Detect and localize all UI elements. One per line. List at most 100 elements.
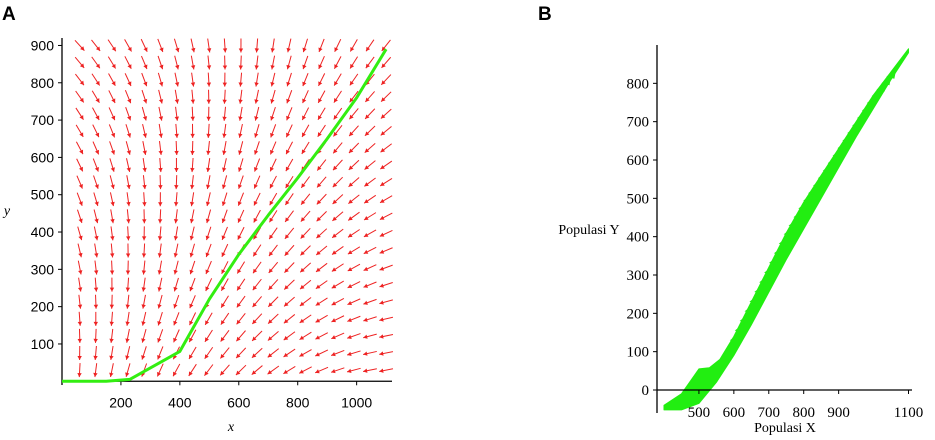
arrow-head	[142, 116, 148, 121]
field-arrow	[315, 297, 328, 306]
field-arrow	[284, 193, 294, 206]
field-arrow	[188, 363, 197, 377]
arrow-head	[302, 64, 307, 70]
arrow-head	[126, 133, 132, 138]
field-arrow	[299, 297, 312, 307]
field-arrow	[109, 346, 114, 360]
field-arrow	[299, 366, 312, 374]
field-arrow	[284, 210, 294, 223]
arrow-head	[125, 321, 130, 326]
field-arrow	[302, 55, 309, 70]
trajectory-tooth	[729, 332, 740, 343]
field-arrow	[269, 210, 278, 223]
arrow-head	[141, 321, 146, 326]
arrow-head	[142, 167, 147, 172]
field-arrow	[204, 329, 213, 343]
panel-b-label: B	[538, 4, 552, 25]
arrow-head	[315, 301, 321, 306]
arrow-head	[380, 148, 386, 153]
field-arrow	[92, 158, 99, 172]
arrow-head	[206, 65, 212, 70]
chart-panel-a: 200 400 600 800 1000 100 200 300 400 500 600 700 800…	[2, 37, 394, 435]
field-arrow	[125, 107, 132, 121]
field-arrow	[380, 143, 392, 153]
trajectory-tooth	[812, 177, 823, 188]
arrow-head	[77, 338, 82, 343]
field-arrow	[254, 89, 259, 104]
arrow-head	[204, 354, 209, 359]
y-tick-label: 900	[31, 37, 55, 53]
arrow-head	[285, 217, 290, 222]
arrow-head	[190, 184, 195, 190]
field-arrow	[238, 72, 243, 87]
field-arrow	[206, 123, 211, 138]
arrow-head	[205, 269, 210, 275]
field-arrow	[173, 312, 180, 326]
field-arrow	[93, 175, 99, 189]
arrow-head	[315, 335, 320, 340]
field-arrow	[379, 334, 394, 339]
trajectory-tooth	[881, 75, 892, 86]
field-arrow	[91, 56, 101, 69]
field-arrow	[109, 294, 115, 309]
arrow-head	[363, 351, 368, 356]
arrow-head	[189, 320, 194, 326]
field-arrow	[301, 107, 310, 121]
field-arrow	[126, 192, 131, 207]
arrow-head	[236, 302, 241, 308]
arrow-head	[380, 164, 385, 170]
field-arrow	[75, 73, 85, 86]
field-arrow	[349, 39, 358, 52]
field-arrow	[92, 124, 100, 138]
field-arrow	[269, 192, 278, 206]
field-arrow	[222, 89, 227, 104]
field-arrow	[189, 295, 196, 309]
arrow-head	[236, 319, 241, 325]
field-arrow	[108, 124, 116, 138]
trajectory-tooth	[847, 125, 858, 136]
arrow-head	[174, 82, 180, 87]
arrow-head	[333, 148, 338, 154]
field-arrow	[316, 176, 327, 188]
arrow-head	[347, 351, 352, 356]
arrow-head	[125, 270, 131, 275]
direction-field	[74, 38, 394, 378]
trajectory-line	[62, 48, 388, 383]
arrow-head	[318, 81, 323, 86]
field-arrow	[190, 55, 196, 70]
field-arrow	[77, 363, 82, 378]
arrow-head	[253, 167, 259, 172]
field-arrow	[158, 158, 163, 173]
y-tick-label: 500	[31, 187, 55, 203]
field-arrow	[315, 314, 328, 323]
arrow-head	[299, 369, 304, 374]
arrow-head	[302, 81, 307, 87]
arrow-head	[286, 64, 291, 70]
arrow-head	[253, 217, 258, 223]
field-arrow	[91, 39, 101, 52]
field-arrow	[142, 192, 147, 207]
arrow-head	[158, 116, 164, 121]
field-arrow	[270, 72, 276, 87]
field-arrow	[302, 72, 309, 87]
arrow-head	[109, 372, 114, 377]
field-arrow	[364, 177, 376, 187]
field-arrow	[141, 260, 147, 275]
field-arrow	[93, 311, 98, 326]
field-arrow	[237, 209, 245, 223]
arrow-head	[270, 82, 275, 87]
arrow-head	[111, 115, 116, 121]
field-arrow	[141, 346, 147, 360]
y-tick-label: 100	[627, 345, 650, 361]
arrow-head	[270, 48, 275, 53]
field-arrow	[270, 124, 277, 138]
arrow-head	[317, 115, 322, 120]
trajectory-tooth	[759, 274, 770, 285]
arrow-head	[348, 233, 353, 238]
field-arrow	[331, 228, 344, 239]
y-tick-label: 400	[627, 230, 650, 246]
arrow-head	[348, 148, 354, 153]
field-arrow	[254, 141, 260, 155]
arrow-head	[252, 336, 257, 341]
field-arrow	[364, 91, 375, 103]
